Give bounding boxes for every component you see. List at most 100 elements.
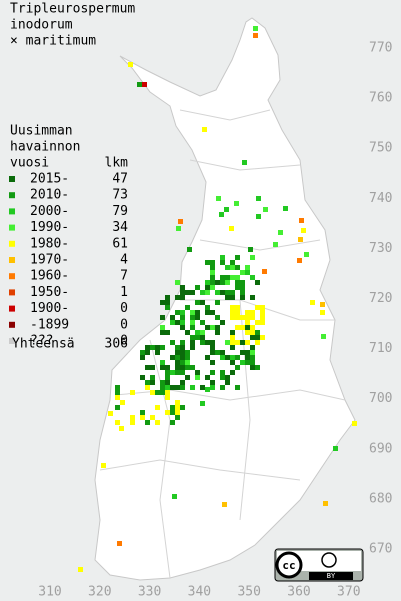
cell (235, 255, 240, 260)
cell (220, 290, 225, 295)
cell (170, 410, 175, 415)
cell (250, 360, 255, 365)
cell (255, 320, 260, 325)
cell (230, 260, 235, 265)
legend-swatch (9, 321, 15, 328)
cell (185, 330, 190, 335)
cell (160, 345, 165, 350)
cell (230, 295, 235, 300)
cell (180, 340, 185, 345)
cell (165, 390, 170, 395)
cell (333, 446, 338, 451)
cell (205, 280, 210, 285)
cell (230, 345, 235, 350)
observation-cells (78, 26, 357, 572)
cell (160, 315, 165, 320)
cell (260, 315, 265, 320)
cell (155, 350, 160, 355)
cell (185, 355, 190, 360)
x-tick-label: 320 (88, 585, 111, 600)
cell (180, 285, 185, 290)
cell (242, 160, 247, 165)
cell (150, 380, 155, 385)
cell (224, 207, 229, 212)
cell (255, 340, 260, 345)
legend-count: 0 (120, 317, 128, 332)
cell (205, 290, 210, 295)
legend-label: 2015- (30, 172, 69, 187)
cell (185, 290, 190, 295)
cell (205, 310, 210, 315)
cell (220, 370, 225, 375)
cell (170, 420, 175, 425)
cell (220, 260, 225, 265)
cell (202, 127, 207, 132)
cell (215, 325, 220, 330)
cell (200, 401, 205, 406)
cell (245, 265, 250, 270)
cell (230, 310, 235, 315)
cell (245, 340, 250, 345)
cell (190, 385, 195, 390)
y-tick-label: 770 (369, 41, 392, 56)
cell (165, 370, 170, 375)
cell (320, 310, 325, 315)
cell (263, 207, 268, 212)
cell (115, 405, 120, 410)
cell (248, 247, 253, 252)
cell (142, 82, 147, 87)
legend-count: 4 (120, 253, 128, 268)
cell (240, 315, 245, 320)
cell (175, 280, 180, 285)
cell (205, 387, 210, 392)
cell (180, 355, 185, 360)
legend-count-heading: lkm (105, 156, 129, 171)
cell (190, 315, 195, 320)
cell (175, 320, 180, 325)
cell (180, 365, 185, 370)
cell (215, 315, 220, 320)
cell (250, 325, 255, 330)
cell (190, 335, 195, 340)
legend-label: 1950- (30, 285, 69, 300)
cell (234, 201, 239, 206)
legend-swatch (9, 208, 15, 215)
cell (175, 400, 180, 405)
cell (230, 265, 235, 270)
x-tick-label: 330 (138, 585, 161, 600)
cell (200, 290, 205, 295)
cell (220, 350, 225, 355)
legend-swatch (9, 176, 15, 182)
cell (260, 335, 265, 340)
cell (255, 305, 260, 310)
cell (175, 350, 180, 355)
cell (115, 420, 120, 425)
cell (255, 335, 260, 340)
legend-swatch (9, 273, 15, 280)
y-tick-label: 670 (369, 542, 392, 557)
cell (240, 340, 245, 345)
cell (230, 275, 235, 280)
cell (175, 345, 180, 350)
cell (185, 305, 190, 310)
cell (200, 385, 205, 390)
cell (230, 290, 235, 295)
cell (235, 325, 240, 330)
legend-swatch (9, 224, 15, 231)
cell (200, 300, 205, 305)
cell (205, 285, 210, 290)
cell (160, 300, 165, 305)
cell (210, 350, 215, 355)
legend-count: 79 (112, 204, 128, 219)
cell (210, 275, 215, 280)
cell (210, 325, 215, 330)
cell (205, 355, 210, 360)
cell (145, 420, 150, 425)
cell (225, 380, 230, 385)
cell (240, 270, 245, 275)
legend-label: 1900- (30, 301, 69, 316)
cell (150, 375, 155, 380)
cell (115, 385, 120, 390)
cell (297, 258, 302, 263)
cell (250, 310, 255, 315)
